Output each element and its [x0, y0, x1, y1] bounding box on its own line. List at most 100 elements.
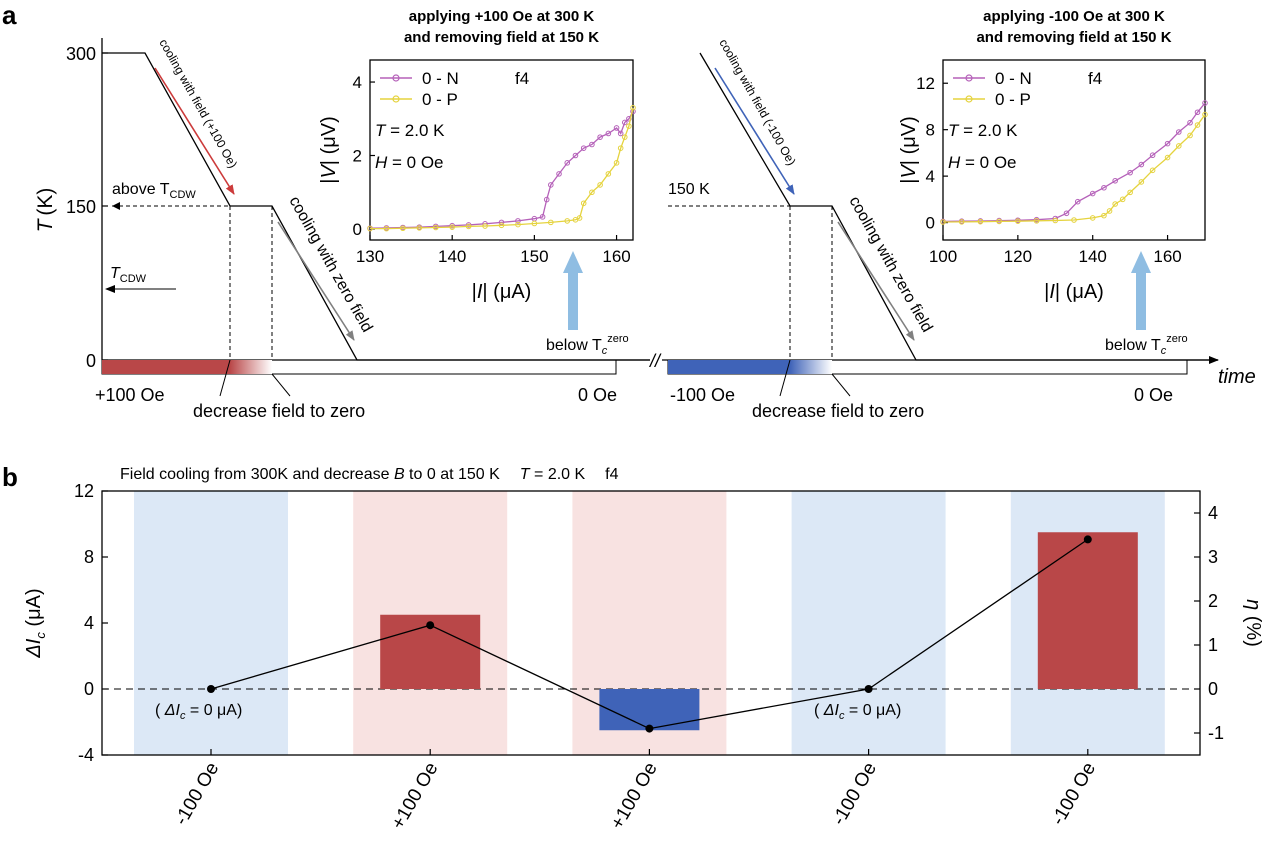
y-tick-label-150: 150	[66, 197, 96, 217]
panel-b-label: b	[2, 462, 18, 492]
legend-label: 0 - P	[995, 90, 1031, 109]
inset-frame	[369, 59, 634, 241]
right-field-bar-negative	[668, 360, 790, 374]
inset-data-point	[515, 218, 521, 224]
inset-x-tick-label: 120	[1004, 247, 1032, 266]
eta-point	[207, 685, 215, 693]
inset-y-tick-label: 0	[353, 220, 362, 239]
zero-note-2: ( ΔIc = 0 μA)	[814, 702, 901, 722]
right-field-start-label: -100 Oe	[670, 385, 735, 405]
inset-y-tick-label: 12	[916, 74, 935, 93]
left-field-start-label: +100 Oe	[95, 385, 165, 405]
inset-data-point	[1127, 169, 1133, 176]
legend-marker	[965, 74, 973, 82]
inset-x-tick-label: 150	[520, 247, 548, 266]
left-field-cooling-arrow	[154, 67, 235, 195]
inset-chart-right: applying -100 Oe at 300 K and removing fi…	[898, 8, 1208, 303]
inset-data-point	[1112, 177, 1118, 184]
right-field-pointer-2	[831, 373, 851, 397]
bar	[599, 689, 700, 731]
left-below-tc-label: below Tczero	[546, 333, 629, 357]
left-y-tick-label: -4	[78, 745, 94, 765]
inset-data-point	[1033, 218, 1040, 224]
left-field-bar-positive	[102, 360, 230, 374]
left-field-bar-gradient	[230, 360, 272, 374]
inset-data-point	[515, 221, 521, 228]
background-band	[134, 491, 288, 755]
inset-data-point	[940, 219, 946, 225]
right-field-cooling-arrow	[714, 67, 795, 195]
inset-data-point	[1149, 167, 1156, 174]
legend-label: 0 - P	[422, 90, 458, 109]
inset-y-label: |V| (μV)	[318, 116, 340, 183]
legend-label: 0 - N	[422, 69, 459, 88]
inset-data-point	[1089, 215, 1096, 221]
inset-data-point	[1202, 111, 1208, 118]
inset-data-point	[977, 218, 984, 225]
inset-data-point	[1187, 132, 1193, 139]
inset-data-point	[576, 215, 583, 221]
inset-series-line	[942, 114, 1206, 223]
y-tick-label-300: 300	[66, 44, 96, 64]
legend-marker	[392, 95, 400, 103]
left-field-pointer-2	[271, 373, 291, 397]
inset-data-point	[1164, 140, 1171, 147]
inset-title-line-1: applying -100 Oe at 300 K	[983, 8, 1165, 25]
inset-data-point	[1101, 184, 1107, 191]
legend-marker	[392, 74, 400, 82]
panel-b: b Field cooling from 300K and decrease B…	[2, 462, 1264, 833]
inset-data-point	[580, 200, 587, 207]
right-y-tick-label: 2	[1208, 591, 1218, 611]
eta-point	[426, 621, 435, 630]
inset-condition-label: T = 2.0 K	[375, 121, 445, 140]
above-tcdw-label: above TCDW	[112, 181, 196, 201]
inset-data-point	[1071, 217, 1077, 223]
inset-data-point	[1187, 119, 1193, 126]
left-y-tick-label: 4	[84, 613, 94, 633]
inset-y-tick-label: 4	[353, 73, 362, 92]
left-field-pointer-1	[219, 359, 231, 397]
x-category-label: -100 Oe	[1048, 759, 1101, 829]
inset-data-point	[1106, 208, 1113, 214]
right-field-end-label: 0 Oe	[1134, 385, 1173, 405]
x-category-label: -100 Oe	[828, 759, 881, 829]
inset-data-point	[531, 220, 538, 227]
panel-a-label: a	[2, 0, 17, 30]
inset-data-point	[630, 104, 636, 111]
inset-data-point	[556, 171, 562, 177]
inset-data-point	[589, 141, 595, 148]
inset-y-tick-label: 0	[926, 214, 935, 233]
left-y-tick-label: 0	[84, 679, 94, 699]
right-field-decrease-label: decrease field to zero	[752, 401, 924, 421]
bar	[1037, 532, 1138, 689]
right-below-tc-label: below Tczero	[1105, 333, 1188, 357]
inset-data-point	[580, 145, 587, 151]
inset-data-point	[1063, 210, 1070, 217]
inset-x-tick-label: 160	[602, 247, 630, 266]
inset-data-point	[1194, 122, 1201, 128]
x-category-label: -100 Oe	[171, 759, 224, 829]
inset-data-point	[1101, 212, 1107, 219]
eta-point	[645, 724, 654, 733]
inset-data-point	[383, 225, 390, 232]
x-category-label: +100 Oe	[607, 759, 662, 833]
inset-data-point	[958, 219, 965, 225]
x-category-label: +100 Oe	[388, 759, 443, 833]
right-y-axis-title: η (%)	[1242, 599, 1264, 647]
inset-x-tick-label: 140	[438, 247, 466, 266]
inset-data-point	[367, 225, 373, 232]
right-y-tick-label: 1	[1208, 635, 1218, 655]
inset-data-point	[613, 125, 620, 131]
left-field-decrease-label: decrease field to zero	[193, 401, 365, 421]
right-field-pointer-1	[779, 359, 791, 397]
axis-break-mark: //	[648, 351, 662, 371]
inset-x-label: |I| (μA)	[1044, 281, 1104, 303]
inset-data-point	[1112, 201, 1118, 207]
inset-data-point	[1149, 152, 1156, 159]
inset-data-point	[432, 224, 439, 231]
inset-data-point	[1127, 189, 1133, 196]
y-axis-title: T(K)	[34, 188, 57, 233]
panel-b-title: Field cooling from 300K and decrease B t…	[120, 466, 619, 483]
inset-data-point	[572, 152, 579, 159]
